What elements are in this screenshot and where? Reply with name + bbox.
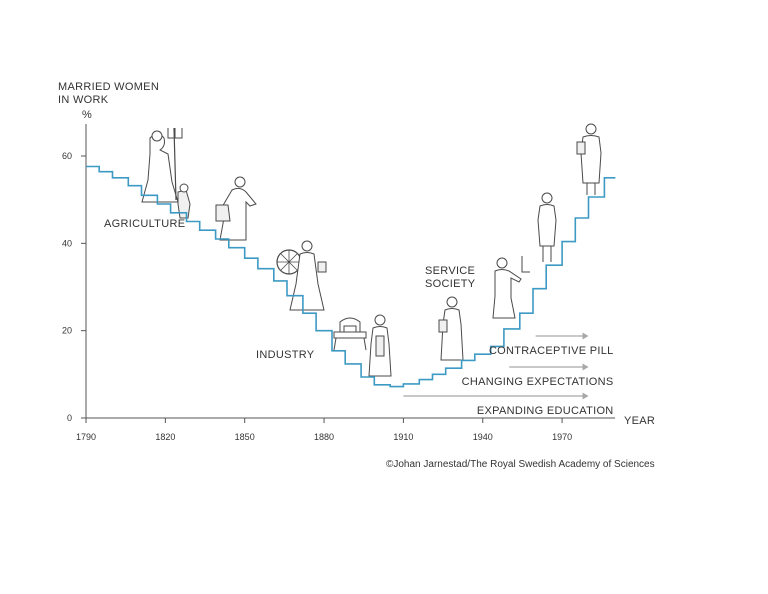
y-axis-unit: %: [82, 109, 92, 121]
annotation-industry: INDUSTRY: [256, 349, 315, 361]
y-axis-label-line-1: MARRIED WOMEN: [58, 81, 159, 93]
trend-arrows: CONTRACEPTIVE PILL CHANGING EXPECTATIONS E…: [403, 332, 614, 417]
annotation-service-line-1: SERVICE: [425, 265, 475, 277]
x-tick-label-1850: 1850: [235, 432, 255, 442]
trend-label-1: CHANGING EXPECTATIONS: [462, 376, 614, 388]
y-axis-label-line-2: IN WORK: [58, 94, 109, 106]
y-tick-label-0: 0: [67, 413, 72, 423]
x-tick-label-1970: 1970: [552, 432, 572, 442]
factory-woman-figure: [368, 314, 392, 377]
x-tick-label-1820: 1820: [155, 432, 175, 442]
professional-woman-figure: [576, 123, 602, 195]
y-tick-label-60: 60: [62, 151, 72, 161]
trend-arrowhead-0: [582, 332, 589, 340]
y-tick-label-20: 20: [62, 326, 72, 336]
office-woman-figure: [438, 296, 464, 361]
trend-arrowhead-1: [582, 363, 589, 371]
x-tick-label-1940: 1940: [473, 432, 493, 442]
annotation-agriculture: AGRICULTURE: [104, 218, 185, 230]
x-axis-label: YEAR: [624, 415, 655, 427]
trend-arrowhead-2: [582, 392, 589, 400]
credit: ©Johan Jarnestad/The Royal Swedish Acade…: [386, 459, 655, 470]
sewing-machine-figure: [333, 317, 367, 351]
annotation-service-line-2: SOCIETY: [425, 278, 476, 290]
series-line: [86, 165, 616, 388]
farm-worker-figure: [215, 176, 257, 241]
trend-label-2: EXPANDING EDUCATION: [477, 405, 614, 417]
farm-woman-figure: [141, 127, 191, 219]
x-tick-label-1880: 1880: [314, 432, 334, 442]
trend-label-0: CONTRACEPTIVE PILL: [489, 345, 614, 357]
x-tick-label-1910: 1910: [393, 432, 413, 442]
presenter-woman-figure: [492, 256, 530, 319]
axis-ticks: 1790 1820 1850 1880 1910 1940 1970 0 20 40 60: [62, 151, 572, 442]
spinning-wheel-woman-figure: [276, 240, 327, 311]
y-tick-label-40: 40: [62, 238, 72, 248]
business-woman-figure: [537, 192, 557, 262]
x-tick-label-1790: 1790: [76, 432, 96, 442]
illustrations: [141, 123, 602, 377]
